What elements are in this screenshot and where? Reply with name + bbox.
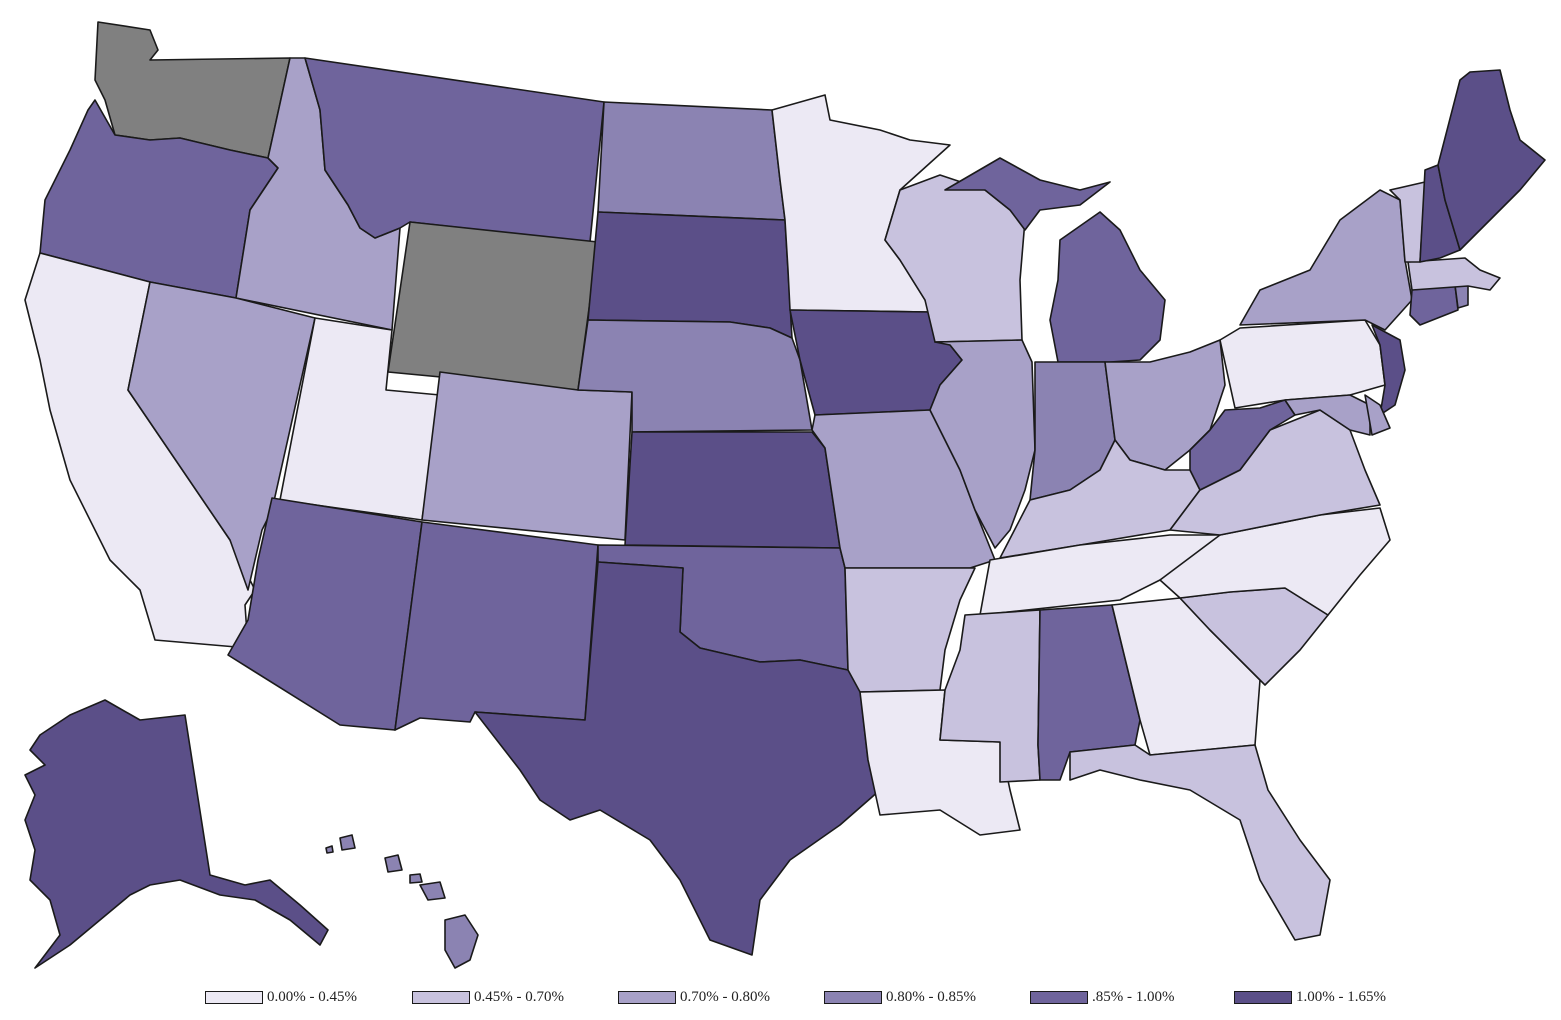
state-TX[interactable] [474,561,881,956]
state-AK[interactable] [24,699,329,969]
state-WY[interactable] [387,221,599,391]
state-VT[interactable] [1389,181,1426,263]
legend-label: 1.00% - 1.65% [1296,988,1386,1005]
state-FL[interactable] [1069,744,1331,941]
state-HI-molokai[interactable] [409,873,423,884]
state-CO[interactable] [421,371,633,541]
legend-swatch [205,990,263,1004]
state-NJ[interactable] [1371,324,1406,416]
state-MT[interactable] [304,57,605,243]
state-PA[interactable] [1219,319,1386,409]
state-MA[interactable] [1407,257,1501,291]
state-NY[interactable] [1239,189,1413,331]
legend-item-1: 0.45% - 0.70% [412,988,564,1006]
legend-label: .85% - 1.00% [1092,988,1175,1005]
legend-item-2: 0.70% - 0.80% [618,988,770,1006]
state-ND[interactable] [597,101,786,221]
state-MI[interactable] [1049,211,1166,363]
state-RI[interactable] [1454,284,1469,309]
state-MD[interactable] [1284,394,1371,436]
state-HI-maui[interactable] [419,881,446,901]
state-KS[interactable] [624,431,841,549]
state-DE[interactable] [1364,394,1391,436]
state-HI-niihau[interactable] [325,845,334,854]
legend-item-0: 0.00% - 0.45% [205,988,357,1006]
legend-item-4: .85% - 1.00% [1030,988,1175,1006]
legend-swatch [824,990,882,1004]
state-SD[interactable] [587,211,793,339]
state-NM[interactable] [394,521,599,731]
state-HI-big[interactable] [444,914,479,969]
us-choropleth-map [24,21,1546,969]
legend-item-5: 1.00% - 1.65% [1234,988,1386,1006]
state-MI-upper[interactable] [944,157,1111,231]
legend-label: 0.80% - 0.85% [886,988,976,1005]
state-IL[interactable] [929,339,1036,549]
state-NE[interactable] [577,319,813,433]
legend-label: 0.70% - 0.80% [680,988,770,1005]
state-CT[interactable] [1409,284,1459,326]
legend-swatch [1234,990,1292,1004]
state-HI-kauai[interactable] [339,834,356,851]
legend-label: 0.45% - 0.70% [474,988,564,1005]
legend-swatch [412,990,470,1004]
legend-swatch [1030,990,1088,1004]
legend-label: 0.00% - 0.45% [267,988,357,1005]
map-legend: 0.00% - 0.45% 0.45% - 0.70% 0.70% - 0.80… [0,982,1561,1012]
legend-swatch [618,990,676,1004]
legend-item-3: 0.80% - 0.85% [824,988,976,1006]
state-AR[interactable] [844,567,976,693]
state-HI-oahu[interactable] [384,854,403,873]
state-ME[interactable] [1437,69,1546,251]
